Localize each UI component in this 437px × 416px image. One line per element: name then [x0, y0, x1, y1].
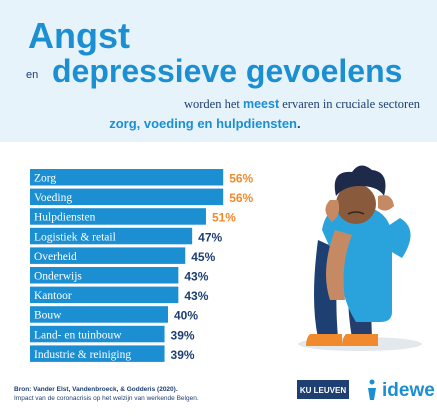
- subtitle-part: ervaren in cruciale sectoren: [279, 97, 421, 111]
- header-band: [0, 0, 437, 142]
- value-label: 43%: [184, 270, 208, 284]
- category-label: Logistiek & retail: [34, 231, 116, 243]
- category-label: Zorg: [34, 173, 56, 185]
- bar: [30, 345, 165, 362]
- arm: [385, 218, 411, 258]
- shoe: [306, 334, 342, 346]
- subtitle-line2: zorg, voeding en hulpdiensten: [109, 116, 297, 131]
- source-line: Impact van de coronacrisis op het welzij…: [14, 395, 199, 402]
- logo-text: idewe: [382, 380, 435, 401]
- idewe-icon: [369, 379, 375, 385]
- title-line1: Angst: [28, 15, 130, 56]
- category-label: Voeding: [34, 192, 72, 204]
- bar: [30, 267, 179, 284]
- shoe: [342, 334, 378, 346]
- bar: [30, 306, 168, 323]
- hand: [378, 195, 394, 211]
- value-label: 56%: [229, 172, 253, 186]
- value-label: 39%: [171, 328, 195, 342]
- value-label: 47%: [198, 230, 222, 244]
- logo-text: KU LEUVEN: [300, 386, 346, 395]
- value-label: 45%: [191, 250, 215, 264]
- value-label: 56%: [229, 191, 253, 205]
- arm: [326, 230, 352, 300]
- subtitle-line1: worden het meest ervaren in cruciale sec…: [184, 97, 421, 111]
- category-label: Bouw: [34, 310, 62, 322]
- bar: [30, 169, 224, 186]
- title-line2: depressieve gevoelens: [52, 53, 402, 89]
- subtitle-part: worden het: [184, 97, 243, 111]
- idewe-icon: [368, 388, 376, 400]
- category-label: Industrie & reiniging: [34, 349, 131, 361]
- bar: [30, 286, 179, 304]
- mouth: [347, 211, 365, 215]
- value-label: 39%: [171, 348, 195, 362]
- hand: [325, 200, 340, 222]
- bar: [30, 208, 206, 225]
- head: [336, 184, 376, 224]
- subtitle-emphasis: meest: [243, 97, 280, 111]
- category-label: Land- en tuinbouw: [34, 329, 122, 341]
- bar: [30, 188, 224, 206]
- value-label: 40%: [174, 309, 198, 323]
- ku-leuven-logo: [297, 380, 349, 399]
- bar: [30, 247, 186, 264]
- hair: [334, 165, 386, 196]
- category-label: Hulpdiensten: [34, 212, 96, 224]
- category-label: Onderwijs: [34, 271, 82, 283]
- bar: [30, 227, 193, 245]
- source-line: Bron: Vander Elst, Vandenbroeck, & Godde…: [14, 386, 178, 393]
- category-label: Overheid: [34, 251, 77, 263]
- subtitle-period: .: [297, 116, 301, 131]
- category-label: Kantoor: [34, 290, 72, 302]
- value-label: 43%: [184, 289, 208, 303]
- value-label: 51%: [212, 211, 236, 225]
- title-connector: en: [26, 69, 38, 81]
- bar: [30, 325, 165, 343]
- person-illustration: [298, 165, 422, 351]
